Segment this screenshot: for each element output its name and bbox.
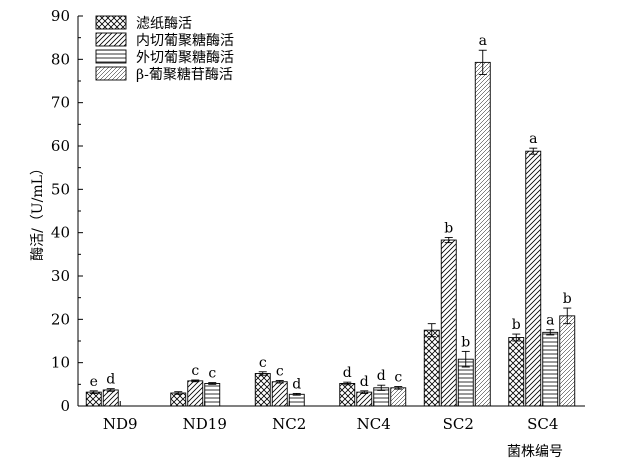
significance-letter: c [276,363,284,379]
bar [525,150,542,407]
significance-letter: b [563,291,572,307]
y-tick-label: 20 [51,310,70,328]
legend-label: 内切葡聚糖酶活 [136,33,234,49]
significance-letter: d [343,365,352,381]
legend-label: β-葡聚糖苷酶活 [136,67,233,83]
significance-letter: d [377,368,386,384]
significance-letter: d [292,376,301,392]
bar [474,61,491,407]
bar [102,389,119,407]
significance-letter: d [360,374,369,390]
y-tick-label: 0 [60,397,70,415]
significance-letter: a [529,131,537,147]
y-tick-label: 60 [51,137,70,155]
x-tick-label: NC4 [357,415,391,433]
y-tick-label: 50 [51,180,70,198]
bars [85,49,576,407]
bar [170,392,187,407]
axes: 0 10 20 30 40 50 60 70 80 90 酶活/（U/mL） ND9 ND19 NC2 NC… [30,7,585,460]
legend-swatch [95,15,127,30]
x-tick-label: SC2 [443,415,474,433]
significance-letter: a [479,33,487,49]
bar [85,391,102,407]
significance-letter: d [106,372,115,388]
y-axis-label: 酶活/（U/mL） [30,161,46,261]
bar [187,380,204,407]
significance-letter: c [191,363,199,379]
significance-letter: a [546,313,554,329]
bar [254,373,271,407]
bar [508,337,525,407]
legend-swatch [95,66,127,81]
y-tick-label: 40 [51,224,70,242]
y-tick-label: 70 [51,94,70,112]
legend-label: 外切葡聚糖酶活 [136,50,234,66]
bar [356,391,373,407]
bar [423,329,440,407]
significance-letter: b [512,317,521,333]
bar [542,331,559,407]
legend-label: 滤纸酶活 [136,16,192,32]
bar [204,383,221,407]
y-tick-label: 10 [51,354,70,372]
x-tick-label: ND19 [183,415,227,433]
bar [288,393,305,407]
significance-letter: b [444,220,453,236]
x-tick-label: NC2 [272,415,306,433]
significance-letter: c [208,366,216,382]
x-axis-label: 菌株编号 [507,444,563,460]
y-tick-label: 80 [51,50,70,68]
x-tick-label: ND9 [103,415,138,433]
legend-swatch [95,32,127,47]
bar [440,239,457,407]
significance-letter: e [90,374,98,390]
significance-letter: c [394,370,402,386]
bar [271,381,288,407]
significance-letter: b [461,334,470,350]
y-tick-label: 30 [51,267,70,285]
bar [339,383,356,407]
legend-swatch [95,49,127,64]
bar [390,387,407,407]
bar [559,315,576,407]
y-tick-label: 90 [51,7,70,25]
x-tick-label: SC4 [527,415,558,433]
significance-letter: c [259,355,267,371]
